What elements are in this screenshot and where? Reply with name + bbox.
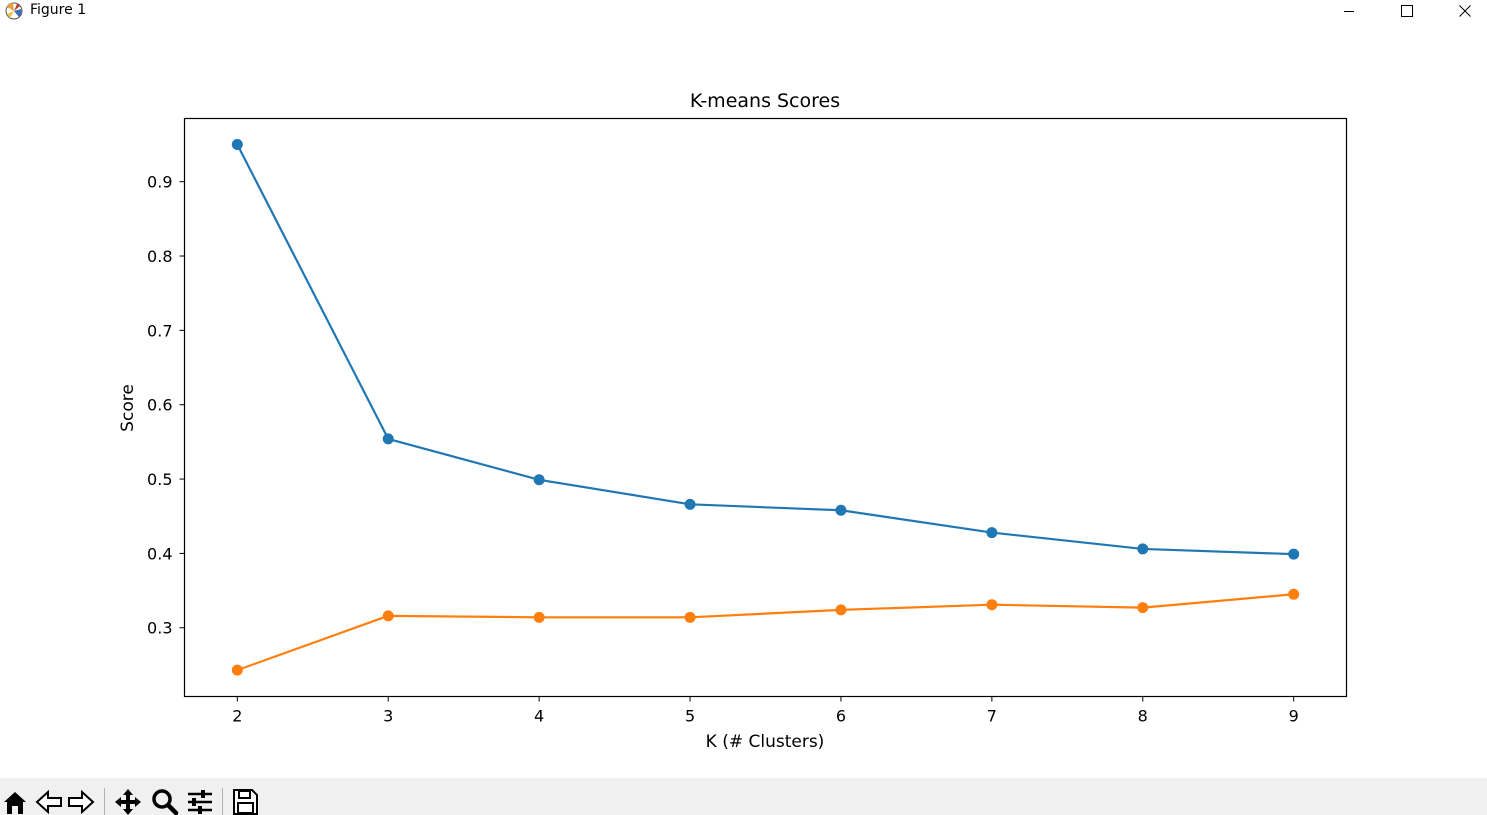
series-1-point <box>231 139 243 151</box>
x-tick-label: 3 <box>383 707 393 726</box>
series-1-point <box>684 498 696 510</box>
close-button[interactable] <box>1442 0 1487 22</box>
series-1-point <box>533 474 545 486</box>
window-titlebar: Figure 1 <box>0 0 1487 22</box>
series-2-point <box>835 604 847 616</box>
series-2-point <box>382 610 394 622</box>
series-1-point <box>1137 543 1149 555</box>
series-2-point <box>533 611 545 623</box>
y-axis-label: Score <box>118 384 138 432</box>
x-tick-label: 2 <box>232 707 242 726</box>
series-2-point <box>1137 602 1149 614</box>
close-icon <box>1459 5 1471 17</box>
x-tick-label: 4 <box>534 707 544 726</box>
maximize-button[interactable] <box>1384 0 1430 22</box>
x-tick-label: 9 <box>1289 707 1299 726</box>
series-1-line <box>236 144 1294 556</box>
series-2-point <box>1288 588 1300 600</box>
home-icon <box>4 792 26 814</box>
chart-series <box>231 139 1300 676</box>
minimize-button[interactable] <box>1326 0 1372 22</box>
y-axis-ticks: 0.3 0.4 0.5 0.6 0.7 0.8 0.9 <box>147 173 185 638</box>
navigation-toolbar <box>0 778 1487 815</box>
plot-frame <box>183 117 1348 698</box>
y-tick-label: 0.9 <box>147 173 172 192</box>
forward-button[interactable] <box>66 788 96 815</box>
configure-subplots-button[interactable] <box>185 788 215 815</box>
x-tick-label: 5 <box>685 707 695 726</box>
x-tick-label: 6 <box>836 707 846 726</box>
home-button[interactable] <box>0 788 30 815</box>
series-2-point <box>986 599 998 611</box>
save-button[interactable] <box>230 788 260 815</box>
y-tick-label: 0.4 <box>147 544 172 563</box>
x-tick-label: 8 <box>1138 707 1148 726</box>
y-tick-label: 0.6 <box>147 396 172 415</box>
back-arrow-icon <box>35 789 62 814</box>
matplotlib-icon <box>4 1 24 21</box>
minimize-icon <box>1344 11 1354 12</box>
x-axis-ticks: 2 3 4 5 6 7 8 9 <box>232 696 1299 726</box>
x-tick-label: 7 <box>987 707 997 726</box>
series-1-point <box>1288 548 1300 560</box>
series-1-point <box>382 433 394 445</box>
y-tick-label: 0.8 <box>147 247 172 266</box>
series-2-line <box>236 593 1294 672</box>
y-tick-label: 0.7 <box>147 321 172 340</box>
series-1-point <box>835 504 847 516</box>
x-axis-label: K (# Clusters) <box>706 732 825 752</box>
save-icon <box>233 789 258 815</box>
series-2-point <box>231 664 243 676</box>
toolbar-separator <box>222 788 223 815</box>
y-tick-label: 0.5 <box>147 470 172 489</box>
back-button[interactable] <box>34 788 64 815</box>
forward-arrow-icon <box>68 789 95 814</box>
toolbar-separator <box>104 788 105 815</box>
series-2-point <box>684 611 696 623</box>
pan-button[interactable] <box>113 788 143 815</box>
configure-subplots-icon <box>188 790 212 814</box>
zoom-icon <box>152 789 179 815</box>
maximize-icon <box>1401 5 1413 17</box>
zoom-button[interactable] <box>150 788 180 815</box>
series-1-point <box>986 527 998 539</box>
chart-title: K-means Scores <box>690 90 840 112</box>
y-tick-label: 0.3 <box>147 619 172 638</box>
pan-icon <box>115 789 141 815</box>
window-title: Figure 1 <box>30 2 87 18</box>
